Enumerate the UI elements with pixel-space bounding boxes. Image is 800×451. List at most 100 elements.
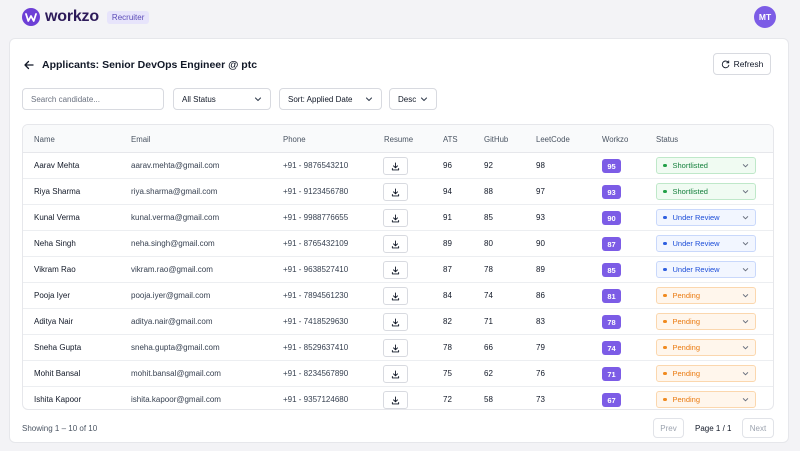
github-score: 80	[484, 239, 493, 248]
leetcode-score: 83	[536, 317, 545, 326]
status-dot	[663, 241, 667, 246]
leetcode-score: 97	[536, 187, 545, 196]
table-header: Name Email Phone Resume ATS GitHub LeetC…	[23, 125, 773, 153]
resume-download-button[interactable]	[383, 365, 408, 383]
search-input[interactable]	[22, 88, 164, 110]
chevron-down-icon	[742, 268, 749, 272]
status-select[interactable]: Under Review	[656, 209, 756, 226]
status-dot	[663, 215, 667, 220]
leetcode-score: 90	[536, 239, 545, 248]
download-icon	[391, 213, 400, 222]
header-name[interactable]: Name	[34, 135, 55, 144]
download-icon	[391, 187, 400, 196]
header-ats[interactable]: ATS	[443, 135, 458, 144]
github-score: 74	[484, 291, 493, 300]
status-select[interactable]: Under Review	[656, 261, 756, 278]
resume-download-button[interactable]	[383, 157, 408, 175]
header-leetcode[interactable]: LeetCode	[536, 135, 570, 144]
applicant-phone: +91 - 8765432109	[283, 239, 349, 248]
status-select[interactable]: Pending	[656, 339, 756, 356]
header-status[interactable]: Status	[656, 135, 679, 144]
top-bar: workzo Recruiter MT	[0, 0, 800, 36]
header-workzo[interactable]: Workzo	[602, 135, 629, 144]
download-icon	[391, 317, 400, 326]
applicant-phone: +91 - 8529637410	[283, 343, 349, 352]
table-row[interactable]: Aarav Mehta aarav.mehta@gmail.com +91 - 98…	[23, 153, 773, 179]
table-row[interactable]: Ishita Kapoor ishita.kapoor@gmail.com +91 …	[23, 387, 773, 409]
resume-download-button[interactable]	[383, 287, 408, 305]
resume-download-button[interactable]	[383, 261, 408, 279]
role-badge: Recruiter	[106, 10, 150, 24]
applicant-name: Neha Singh	[34, 239, 76, 248]
applicant-name: Aarav Mehta	[34, 161, 80, 170]
refresh-icon	[721, 59, 729, 68]
status-select[interactable]: Pending	[656, 313, 756, 330]
ats-score: 75	[443, 369, 452, 378]
ats-score: 96	[443, 161, 452, 170]
header-phone[interactable]: Phone	[283, 135, 306, 144]
resume-download-button[interactable]	[383, 313, 408, 331]
applicants-card: Applicants: Senior DevOps Engineer @ ptc…	[9, 38, 789, 443]
arrow-left-icon[interactable]	[23, 59, 35, 71]
github-score: 78	[484, 265, 493, 274]
refresh-button[interactable]: Refresh	[713, 53, 771, 75]
resume-download-button[interactable]	[383, 183, 408, 201]
refresh-label: Refresh	[733, 59, 764, 69]
applicant-name: Aditya Nair	[34, 317, 74, 326]
status-label: Under Review	[672, 239, 720, 248]
applicant-phone: +91 - 9638527410	[283, 265, 349, 274]
table-row[interactable]: Riya Sharma riya.sharma@gmail.com +91 - 91…	[23, 179, 773, 205]
brand[interactable]: workzo Recruiter	[22, 8, 150, 26]
download-icon	[391, 161, 400, 170]
workzo-score-badge: 87	[602, 237, 621, 251]
table-row[interactable]: Kunal Verma kunal.verma@gmail.com +91 - 99…	[23, 205, 773, 231]
applicant-email: sneha.gupta@gmail.com	[131, 343, 220, 352]
page-title: Applicants: Senior DevOps Engineer @ ptc	[42, 59, 258, 71]
applicant-phone: +91 - 8234567890	[283, 369, 349, 378]
ats-score: 94	[443, 187, 452, 196]
status-select[interactable]: Pending	[656, 365, 756, 382]
status-filter-select[interactable]: All Status	[173, 88, 271, 110]
header-email[interactable]: Email	[131, 135, 151, 144]
resume-download-button[interactable]	[383, 235, 408, 253]
table-row[interactable]: Sneha Gupta sneha.gupta@gmail.com +91 - 85…	[23, 335, 773, 361]
table-row[interactable]: Vikram Rao vikram.rao@gmail.com +91 - 9638…	[23, 257, 773, 283]
applicant-email: mohit.bansal@gmail.com	[131, 369, 221, 378]
status-dot	[663, 189, 667, 194]
leetcode-score: 89	[536, 265, 545, 274]
table-row[interactable]: Mohit Bansal mohit.bansal@gmail.com +91 - …	[23, 361, 773, 387]
chevron-down-icon	[742, 164, 749, 168]
status-select[interactable]: Pending	[656, 391, 756, 408]
status-select[interactable]: Under Review	[656, 235, 756, 252]
next-page-button[interactable]: Next	[742, 418, 774, 438]
workzo-score-badge: 93	[602, 185, 621, 199]
header-github[interactable]: GitHub	[484, 135, 509, 144]
github-score: 71	[484, 317, 493, 326]
workzo-score-badge: 67	[602, 393, 621, 407]
chevron-down-icon	[742, 242, 749, 246]
prev-page-button[interactable]: Prev	[653, 418, 684, 438]
order-select[interactable]: Desc	[389, 88, 437, 110]
applicant-phone: +91 - 9988776655	[283, 213, 349, 222]
ats-score: 84	[443, 291, 452, 300]
status-select[interactable]: Pending	[656, 287, 756, 304]
avatar[interactable]: MT	[754, 6, 776, 28]
ats-score: 78	[443, 343, 452, 352]
workzo-score-badge: 90	[602, 211, 621, 225]
table-row[interactable]: Aditya Nair aditya.nair@gmail.com +91 - 74…	[23, 309, 773, 335]
status-label: Shortlisted	[672, 187, 708, 196]
resume-download-button[interactable]	[383, 339, 408, 357]
resume-download-button[interactable]	[383, 209, 408, 227]
status-select[interactable]: Shortlisted	[656, 183, 756, 200]
table-row[interactable]: Neha Singh neha.singh@gmail.com +91 - 8765…	[23, 231, 773, 257]
resume-download-button[interactable]	[383, 391, 408, 409]
status-label: Pending	[672, 395, 701, 404]
chevron-down-icon	[365, 97, 373, 102]
table-row[interactable]: Pooja Iyer pooja.iyer@gmail.com +91 - 7894…	[23, 283, 773, 309]
applicant-name: Pooja Iyer	[34, 291, 71, 300]
status-select[interactable]: Shortlisted	[656, 157, 756, 174]
sort-select[interactable]: Sort: Applied Date	[279, 88, 382, 110]
applicant-name: Vikram Rao	[34, 265, 76, 274]
workzo-score-badge: 71	[602, 367, 621, 381]
github-score: 58	[484, 395, 493, 404]
